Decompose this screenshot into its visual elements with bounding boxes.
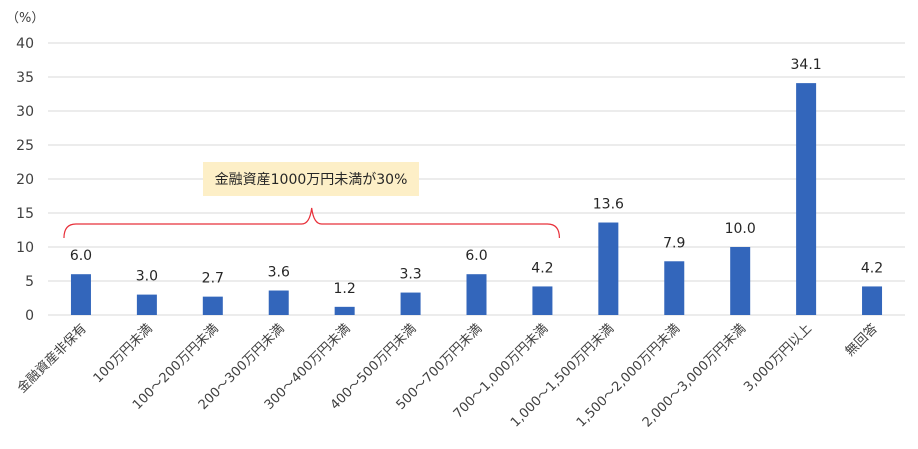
y-tick-label: 40 — [16, 36, 34, 52]
bar — [466, 274, 487, 315]
bar — [532, 286, 553, 315]
bar — [400, 292, 421, 315]
data-label: 13.6 — [593, 197, 624, 213]
y-tick-label: 5 — [25, 274, 34, 290]
data-label: 4.2 — [531, 260, 553, 276]
category-label: 100万円未満 — [91, 321, 156, 386]
data-label: 4.2 — [861, 260, 883, 276]
data-label: 2.7 — [202, 271, 224, 287]
bar — [862, 286, 883, 315]
data-label: 3.3 — [399, 267, 421, 283]
category-labels: 金融資産非保有 100万円未満100～200万円未満200～300万円未満300～… — [14, 321, 881, 431]
data-label: 6.0 — [465, 248, 487, 264]
bar — [598, 222, 619, 315]
y-axis-unit-label: （%） — [6, 11, 44, 26]
y-tick-label: 10 — [16, 240, 34, 256]
gridlines — [48, 42, 905, 316]
bar — [70, 274, 91, 315]
bar — [796, 83, 817, 316]
annotation-box — [203, 162, 419, 196]
bar — [730, 247, 751, 315]
y-tick-label: 30 — [16, 104, 34, 120]
category-label: 3,000万円以上 — [741, 321, 815, 395]
y-tick-label: 25 — [16, 138, 34, 154]
y-tick-label: 0 — [25, 308, 34, 324]
bar — [136, 294, 157, 315]
data-labels: 6.0 3.0 2.7 3.6 1.2 3.3 6.0 4.2 13.6 7.9 10.0 34.1 4… — [70, 57, 883, 297]
data-label: 3.6 — [268, 265, 290, 281]
y-tick-label: 20 — [16, 172, 34, 188]
bar — [268, 290, 289, 315]
bar — [202, 296, 223, 315]
data-label: 3.0 — [136, 269, 158, 285]
bars — [70, 83, 883, 316]
data-label: 34.1 — [791, 57, 822, 73]
bar — [664, 261, 685, 315]
y-tick-label: 35 — [16, 70, 34, 86]
annotation-text: 金融資産1000万円未満が30% — [215, 172, 408, 188]
y-axis-ticks: 0 5 10 15 20 25 30 35 40 — [16, 36, 34, 324]
y-tick-label: 15 — [16, 206, 34, 222]
data-label: 7.9 — [663, 235, 685, 251]
data-label: 1.2 — [334, 281, 356, 297]
data-label: 10.0 — [725, 221, 756, 237]
annotation-brace — [63, 207, 561, 239]
annotation: 金融資産1000万円未満が30% — [63, 162, 561, 239]
data-label: 6.0 — [70, 248, 92, 264]
category-label: 無回答 — [842, 321, 881, 360]
category-label: 金融資産非保有 — [14, 321, 90, 397]
bar — [334, 306, 355, 315]
